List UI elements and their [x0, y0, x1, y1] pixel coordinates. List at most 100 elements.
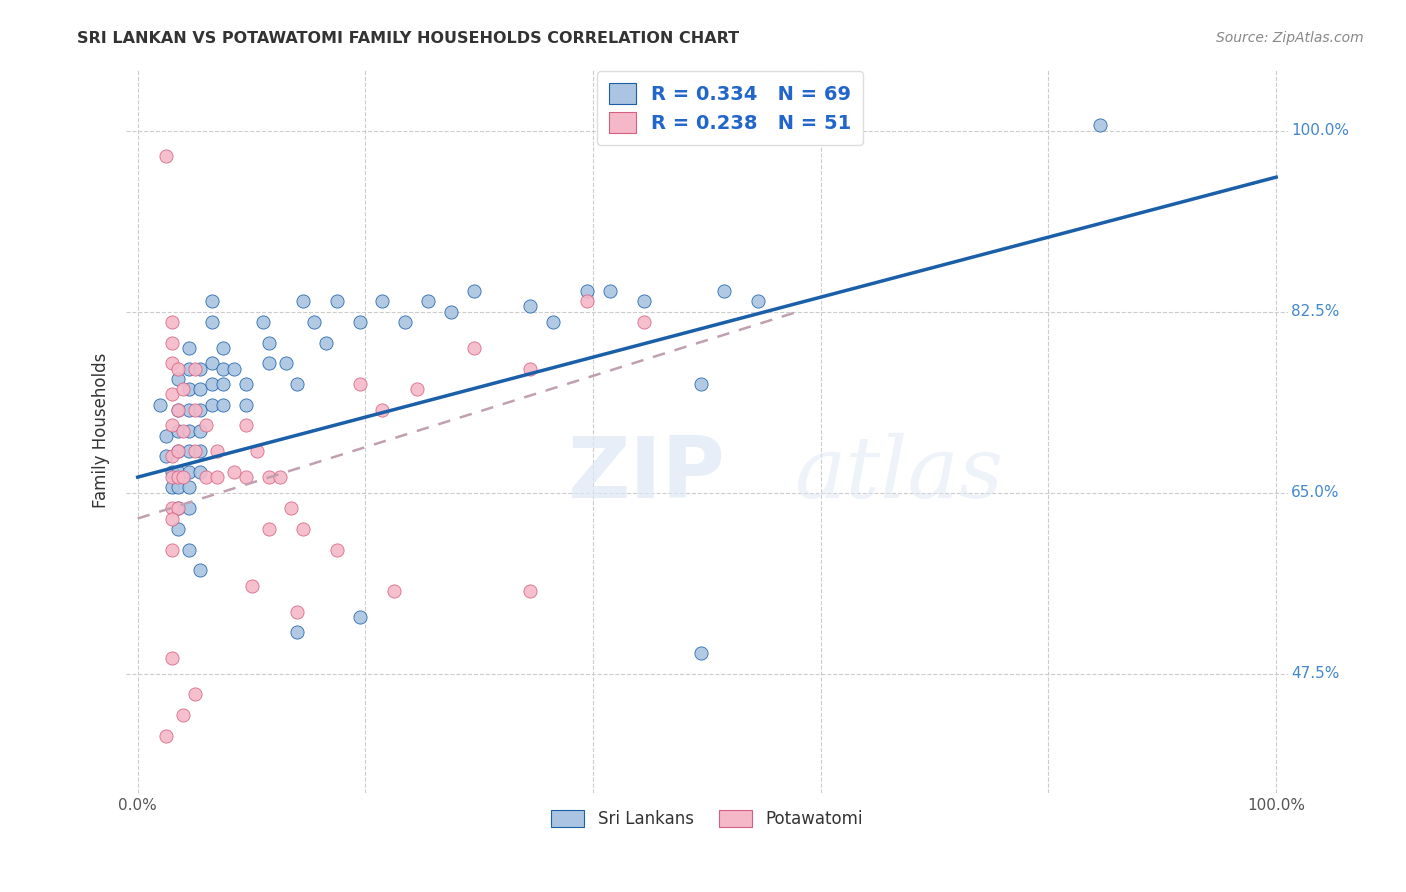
Point	[166, 403, 188, 417]
Point	[166, 361, 188, 376]
Point	[160, 387, 183, 401]
Point	[349, 315, 371, 329]
Point	[1088, 119, 1111, 133]
Point	[177, 403, 200, 417]
Point	[166, 403, 188, 417]
Point	[177, 465, 200, 479]
Point	[519, 300, 541, 314]
Point	[599, 284, 621, 298]
Point	[207, 444, 229, 458]
Point	[349, 377, 371, 392]
Point	[235, 398, 257, 412]
Point	[285, 377, 308, 392]
Point	[349, 609, 371, 624]
Point	[160, 542, 183, 557]
Point	[166, 444, 188, 458]
Point	[280, 501, 302, 516]
Point	[166, 481, 188, 495]
Point	[201, 294, 224, 309]
Point	[541, 315, 564, 329]
Point	[257, 356, 280, 370]
Point	[160, 315, 183, 329]
Text: 65.0%: 65.0%	[1291, 485, 1340, 500]
Point	[246, 444, 269, 458]
Point	[188, 465, 211, 479]
Text: 47.5%: 47.5%	[1291, 666, 1340, 681]
Point	[274, 356, 297, 370]
Point	[172, 470, 194, 484]
Point	[519, 361, 541, 376]
Point	[160, 450, 183, 464]
Point	[166, 444, 188, 458]
Point	[177, 481, 200, 495]
Point	[212, 398, 235, 412]
Point	[633, 315, 655, 329]
Point	[183, 687, 205, 701]
Point	[195, 418, 218, 433]
Point	[155, 149, 177, 163]
Point	[690, 646, 713, 660]
Text: SRI LANKAN VS POTAWATOMI FAMILY HOUSEHOLDS CORRELATION CHART: SRI LANKAN VS POTAWATOMI FAMILY HOUSEHOL…	[77, 31, 740, 46]
Point	[269, 470, 291, 484]
Text: Source: ZipAtlas.com: Source: ZipAtlas.com	[1216, 31, 1364, 45]
Point	[155, 450, 177, 464]
Point	[188, 403, 211, 417]
Point	[371, 294, 394, 309]
Point	[302, 315, 325, 329]
Point	[166, 501, 188, 516]
Point	[166, 372, 188, 386]
Point	[183, 444, 205, 458]
Point	[160, 511, 183, 525]
Point	[188, 424, 211, 438]
Point	[166, 424, 188, 438]
Point	[149, 398, 172, 412]
Y-axis label: Family Households: Family Households	[93, 353, 110, 508]
Point	[212, 361, 235, 376]
Point	[201, 398, 224, 412]
Point	[166, 501, 188, 516]
Point	[224, 465, 246, 479]
Point	[160, 470, 183, 484]
Point	[713, 284, 735, 298]
Point	[212, 341, 235, 355]
Point	[172, 382, 194, 396]
Point	[188, 361, 211, 376]
Point	[177, 542, 200, 557]
Point	[463, 341, 485, 355]
Point	[160, 465, 183, 479]
Point	[172, 424, 194, 438]
Point	[183, 403, 205, 417]
Point	[160, 335, 183, 350]
Text: 82.5%: 82.5%	[1291, 304, 1340, 319]
Point	[747, 294, 769, 309]
Point	[315, 335, 337, 350]
Point	[201, 377, 224, 392]
Point	[188, 563, 211, 577]
Point	[463, 284, 485, 298]
Point	[224, 361, 246, 376]
Text: ZIP: ZIP	[568, 433, 725, 516]
Point	[382, 583, 405, 598]
Point	[519, 583, 541, 598]
Point	[177, 444, 200, 458]
Text: atlas: atlas	[794, 433, 1002, 516]
Point	[212, 377, 235, 392]
Point	[160, 651, 183, 665]
Point	[160, 356, 183, 370]
Point	[285, 605, 308, 619]
Point	[416, 294, 439, 309]
Point	[177, 382, 200, 396]
Point	[207, 470, 229, 484]
Point	[326, 294, 349, 309]
Point	[155, 429, 177, 443]
Point	[291, 294, 314, 309]
Point	[576, 284, 599, 298]
Point	[160, 481, 183, 495]
Point	[252, 315, 274, 329]
Point	[166, 470, 188, 484]
Point	[633, 294, 655, 309]
Point	[195, 470, 218, 484]
Point	[394, 315, 416, 329]
Point	[160, 418, 183, 433]
Point	[235, 377, 257, 392]
